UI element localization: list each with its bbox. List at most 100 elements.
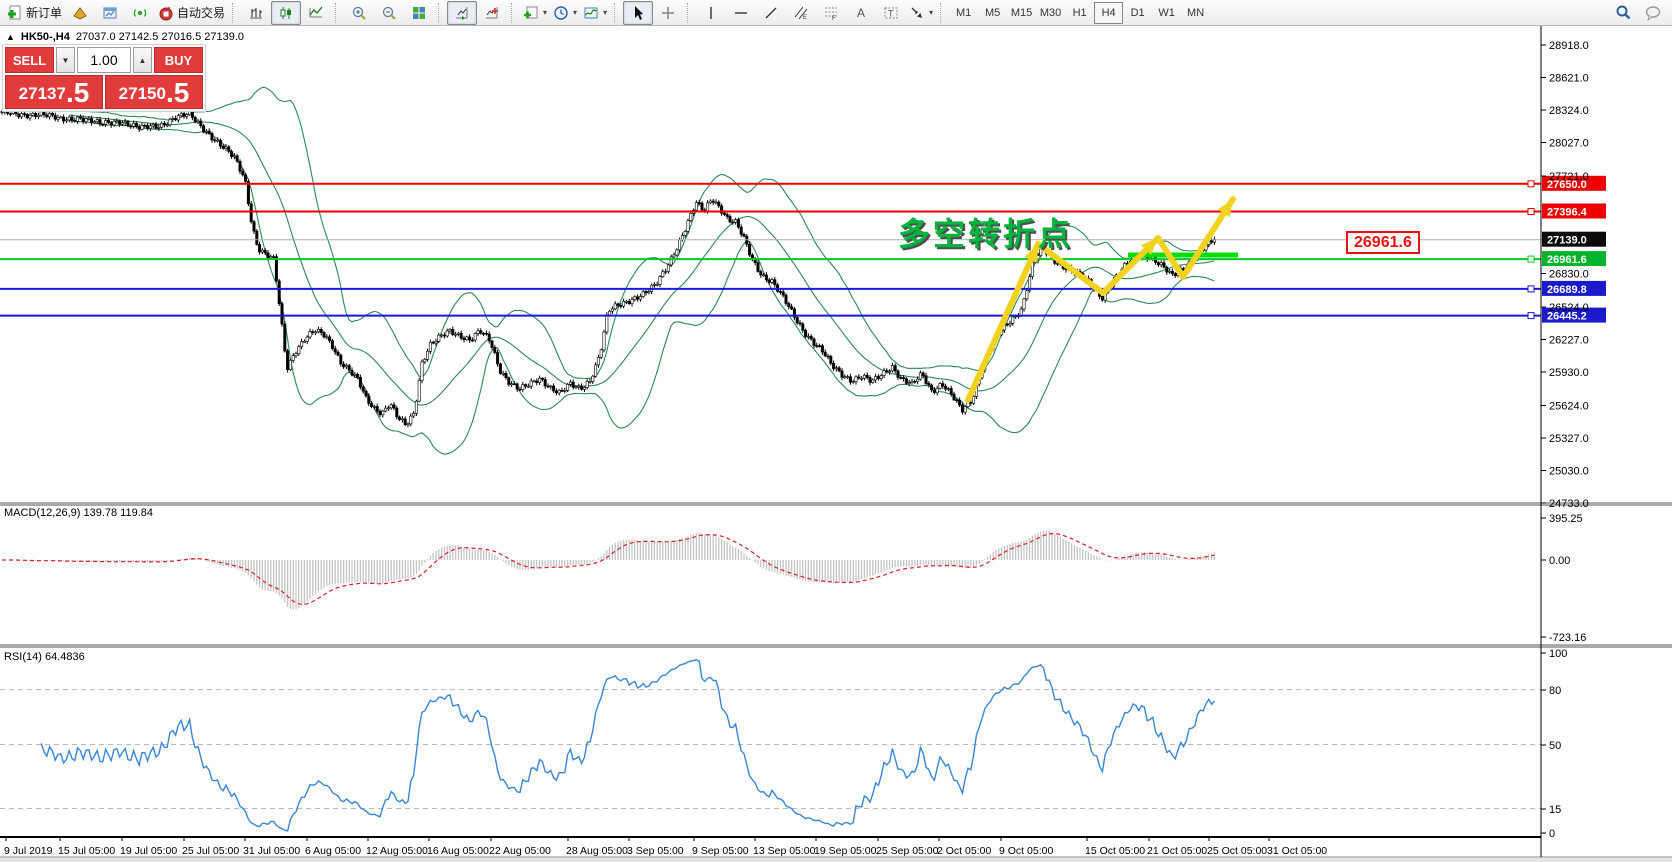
cursor-icon: [635, 5, 644, 20]
sell-button[interactable]: SELL: [5, 47, 54, 73]
candlestick-chart-type-button[interactable]: [271, 0, 302, 25]
svg-text:3 Sep 05:00: 3 Sep 05:00: [627, 845, 684, 857]
svg-text:15 Jul 05:00: 15 Jul 05:00: [58, 845, 115, 857]
arrows-button[interactable]: ▾: [906, 1, 936, 25]
svg-text:19 Jul 05:00: 19 Jul 05:00: [120, 845, 177, 857]
chart-window-icon: [103, 7, 117, 18]
toolbar-separator: [438, 2, 443, 23]
tile-windows-icon: [413, 6, 426, 19]
svg-text:27650.0: 27650.0: [1547, 179, 1587, 191]
svg-text:28324.0: 28324.0: [1549, 105, 1589, 117]
text-label-button[interactable]: T: [876, 1, 906, 25]
volume-input[interactable]: [77, 47, 131, 73]
auto-scroll-icon: [456, 6, 468, 20]
horizontal-line-button[interactable]: [726, 1, 756, 25]
svg-text:28027.0: 28027.0: [1549, 138, 1589, 150]
svg-text:25327.0: 25327.0: [1549, 433, 1589, 445]
svg-text:27139.0: 27139.0: [1547, 235, 1587, 247]
svg-text:F: F: [832, 16, 836, 21]
dropdown-caret-icon: ▾: [573, 8, 578, 17]
svg-text:27396.4: 27396.4: [1547, 207, 1588, 219]
chart-area[interactable]: 27650.0 27396.4 27139.0 26961.6 26689.8 26445…: [0, 26, 1672, 862]
svg-text:6 Aug 05:00: 6 Aug 05:00: [305, 845, 361, 857]
new-chart-button[interactable]: ▾: [520, 1, 550, 25]
bar-chart-icon: [250, 7, 263, 18]
clock-icon: [554, 5, 568, 20]
toolbar-separator: [614, 2, 619, 23]
timeframe-d1-button[interactable]: D1: [1130, 6, 1145, 19]
tile-windows-button[interactable]: [404, 1, 434, 25]
bar-chart-type-button[interactable]: [241, 1, 271, 25]
svg-text:25 Jul 05:00: 25 Jul 05:00: [182, 845, 239, 857]
svg-text:9 Sep 05:00: 9 Sep 05:00: [692, 845, 749, 857]
collapse-arrow-icon[interactable]: ▲: [6, 32, 15, 42]
svg-text:13 Sep 05:00: 13 Sep 05:00: [753, 845, 816, 857]
svg-text:50: 50: [1549, 740, 1561, 752]
buy-button[interactable]: BUY: [154, 47, 203, 73]
zoom-in-button[interactable]: [344, 1, 374, 25]
timeframe-m1-button[interactable]: M1: [955, 6, 972, 19]
chart-ohlc-values: 27037.0 27142.5 27016.5 27139.0: [75, 31, 245, 43]
search-icon: [1616, 5, 1630, 20]
chart-shift-button[interactable]: [477, 1, 507, 25]
search-button[interactable]: [1608, 1, 1638, 25]
fibonacci-button[interactable]: F: [816, 1, 846, 25]
svg-text:-723.16: -723.16: [1549, 632, 1586, 644]
timeframe-mn-button[interactable]: MN: [1187, 6, 1205, 19]
crosshair-button[interactable]: [653, 1, 683, 25]
line-chart-type-button[interactable]: [301, 1, 331, 25]
chat-button[interactable]: [1638, 1, 1668, 25]
profiles-icon: [73, 6, 87, 20]
svg-text:T: T: [888, 8, 894, 18]
new-order-button[interactable]: 新订单: [4, 1, 65, 25]
equidistant-channel-button[interactable]: E: [786, 1, 816, 25]
sell-price-tile[interactable]: 27137 .5: [5, 75, 103, 109]
text-label-icon: T: [884, 7, 898, 18]
svg-text:26227.0: 26227.0: [1549, 335, 1589, 347]
cursor-button[interactable]: [623, 0, 654, 25]
new-order-label: 新订单: [26, 6, 63, 20]
timeframe-m5-button[interactable]: M5: [984, 6, 1001, 19]
timeframe-m15-button[interactable]: M15: [1010, 6, 1033, 19]
new-order-icon: [8, 5, 21, 19]
timeframe-h4-button[interactable]: H4: [1094, 1, 1124, 24]
timeframe-h1-button[interactable]: H1: [1072, 6, 1087, 19]
toolbar-separator: [232, 2, 237, 23]
text-button[interactable]: A: [846, 1, 876, 25]
sell-price-pip: .5: [65, 77, 90, 108]
volume-decrease-button[interactable]: ▼: [56, 47, 75, 73]
svg-text:E: E: [803, 15, 807, 21]
equidistant-channel-icon: E: [794, 6, 808, 21]
signals-button[interactable]: [125, 1, 155, 25]
trendline-button[interactable]: [756, 1, 786, 25]
periods-button[interactable]: ▾: [550, 1, 580, 25]
chart-annotation-text[interactable]: 多空转折点: [898, 216, 1074, 252]
auto-scroll-button[interactable]: [447, 0, 478, 25]
indicators-button[interactable]: ▾: [580, 1, 610, 25]
auto-trading-button[interactable]: 自动交易: [155, 1, 228, 25]
toolbar-separator: [511, 2, 516, 23]
macd-indicator-label: MACD(12,26,9) 139.78 119.84: [4, 507, 153, 519]
volume-increase-button[interactable]: ▲: [133, 47, 152, 73]
charts-button[interactable]: [95, 1, 125, 25]
chart-canvas[interactable]: 27650.0 27396.4 27139.0 26961.6 26689.8 26445…: [0, 26, 1672, 862]
buy-price-tile[interactable]: 27150 .5: [105, 75, 203, 109]
chart-title: ▲ HK50-,H4 27037.0 27142.5 27016.5 27139…: [6, 31, 244, 43]
svg-text:9 Oct 05:00: 9 Oct 05:00: [999, 845, 1053, 857]
timeframe-w1-button[interactable]: W1: [1158, 6, 1175, 19]
timeframe-m30-button[interactable]: M30: [1039, 6, 1062, 19]
svg-text:26445.2: 26445.2: [1547, 311, 1587, 323]
timeframe-bar: M1 M5 M15 M30 H1 H4 D1 W1 MN: [949, 1, 1210, 24]
main-toolbar: 新订单 自动交易: [0, 0, 1672, 26]
profiles-button[interactable]: [65, 1, 95, 25]
svg-text:395.25: 395.25: [1549, 513, 1583, 525]
zoom-out-button[interactable]: [374, 1, 404, 25]
price-callout-label[interactable]: 26961.6: [1346, 231, 1420, 254]
horizontal-line-icon: [735, 11, 748, 14]
svg-text:31 Jul 05:00: 31 Jul 05:00: [243, 845, 300, 857]
trendline-icon: [765, 7, 777, 18]
vertical-line-button[interactable]: [696, 1, 726, 25]
svg-text:0: 0: [1549, 828, 1555, 840]
svg-text:80: 80: [1549, 685, 1561, 697]
